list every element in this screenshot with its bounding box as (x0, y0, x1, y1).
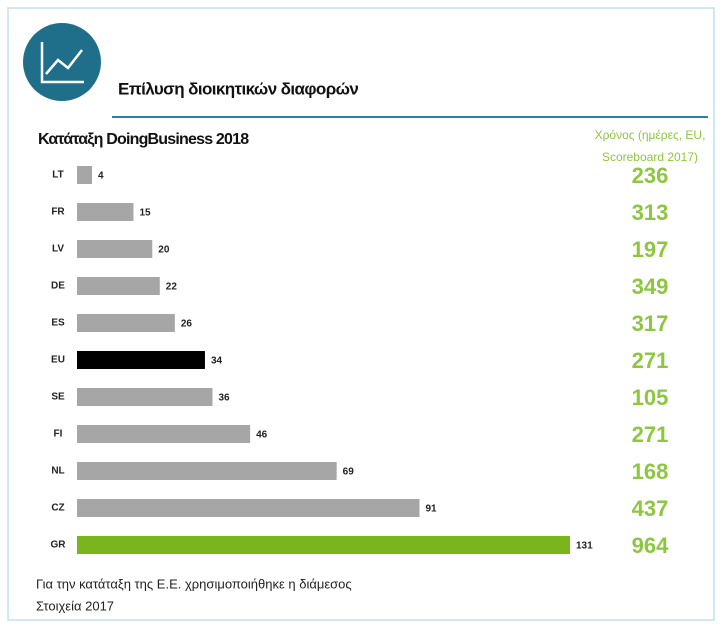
side-value: 236 (632, 163, 669, 188)
value-label: 36 (218, 393, 230, 404)
bar (77, 166, 93, 184)
category-label: FI (54, 429, 63, 440)
bar (77, 240, 153, 258)
note: Στοιχεία 2017 (36, 598, 114, 613)
bar (77, 314, 175, 332)
side-value: 197 (632, 237, 669, 262)
category-label: LT (52, 170, 63, 181)
value-label: 22 (166, 282, 178, 293)
bar (77, 536, 570, 554)
side-value: 349 (632, 274, 669, 299)
category-label: EU (51, 355, 65, 366)
side-value: 271 (632, 348, 669, 373)
value-label: 131 (576, 541, 593, 552)
category-label: LV (52, 244, 64, 255)
category-label: GR (51, 540, 67, 551)
note: Για την κατάταξη της Ε.Ε. χρησιμοποιήθηκ… (36, 576, 352, 591)
side-value: 437 (632, 496, 669, 521)
bar (77, 351, 205, 369)
value-label: 26 (181, 319, 193, 330)
side-header: Scoreboard 2017) (602, 150, 698, 164)
bar (77, 462, 337, 480)
category-label: ES (51, 318, 65, 329)
side-value: 168 (632, 459, 669, 484)
bar (77, 499, 420, 517)
side-header: Χρόνος (ημέρες, EU, (595, 128, 706, 142)
value-label: 15 (139, 208, 151, 219)
side-value: 964 (632, 533, 669, 558)
value-label: 69 (343, 467, 355, 478)
chart-subtitle: Κατάταξη DoingBusiness 2018 (38, 131, 249, 148)
category-label: CZ (51, 503, 64, 514)
value-label: 46 (256, 430, 268, 441)
bar (77, 277, 160, 295)
category-label: FR (51, 207, 65, 218)
bar (77, 388, 213, 406)
value-label: 4 (98, 171, 104, 182)
category-label: SE (51, 392, 65, 403)
value-label: 91 (425, 504, 437, 515)
value-label: 34 (211, 356, 223, 367)
category-label: DE (51, 281, 65, 292)
side-value: 105 (632, 385, 669, 410)
value-label: 20 (158, 245, 170, 256)
side-value: 313 (632, 200, 669, 225)
side-value: 317 (632, 311, 669, 336)
side-value: 271 (632, 422, 669, 447)
frame (7, 7, 715, 621)
chart-title: Επίλυση διοικητικών διαφορών (118, 79, 358, 98)
bar (77, 425, 251, 443)
bar (77, 203, 134, 221)
icon (23, 23, 101, 101)
category-label: NL (51, 466, 64, 477)
